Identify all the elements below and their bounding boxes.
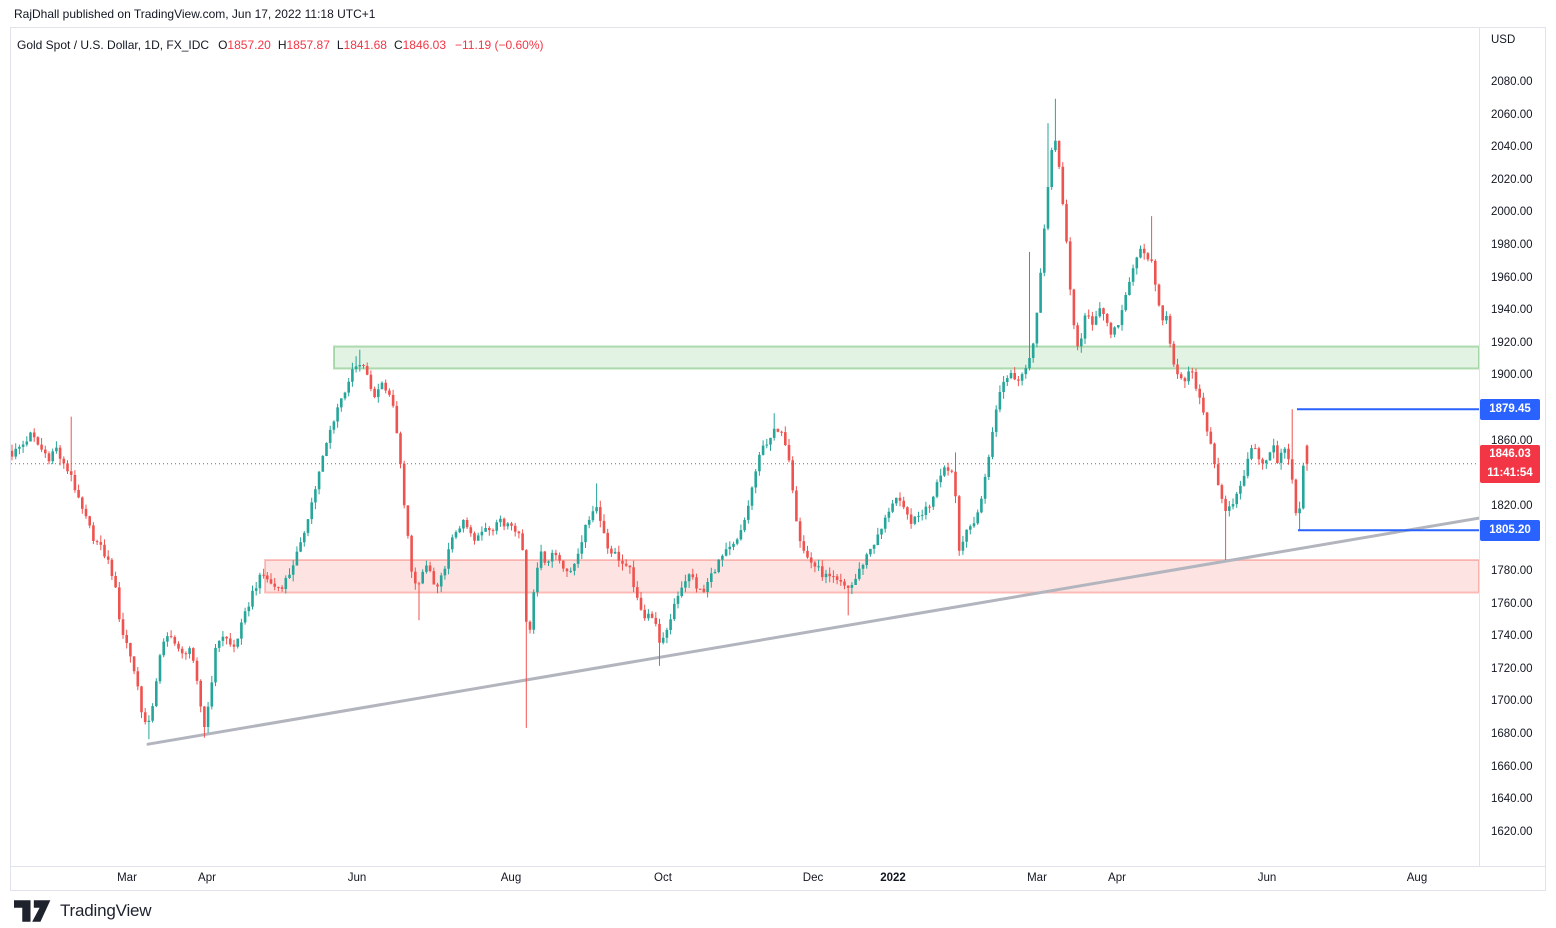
- trendline[interactable]: [146, 516, 1479, 746]
- price-tick-label: 1680.00: [1491, 727, 1533, 740]
- level-price-label: 1805.20: [1480, 519, 1540, 541]
- time-tick-label: Dec: [802, 872, 824, 884]
- price-tick-label: 1920.00: [1491, 336, 1533, 349]
- demand-zone[interactable]: [264, 559, 1479, 594]
- price-tick-label: 1700.00: [1491, 695, 1533, 708]
- time-tick-label: Aug: [1406, 872, 1428, 884]
- price-tick-label: 1960.00: [1491, 271, 1533, 284]
- time-tick-label: Mar: [1027, 872, 1047, 884]
- footer-brand: TradingView: [14, 899, 152, 923]
- price-axis[interactable]: USD 2080.00 2060.00 2040.00 2020.00 2000.00 1…: [1479, 28, 1546, 866]
- price-tick-label: 1940.00: [1491, 304, 1533, 317]
- price-tick-label: 2020.00: [1491, 173, 1533, 186]
- symbol-title[interactable]: Gold Spot / U.S. Dollar, 1D, FX_IDC: [17, 38, 210, 52]
- price-tick-label: 2060.00: [1491, 108, 1533, 121]
- candle-wicks-down[interactable]: [11, 140, 1308, 738]
- price-tick-label: 2080.00: [1491, 75, 1533, 88]
- chart-frame: Gold Spot / U.S. Dollar, 1D, FX_IDC O185…: [10, 27, 1546, 891]
- time-tick-label: Jun: [347, 872, 367, 884]
- time-tick-label: Aug: [500, 872, 522, 884]
- price-tick-label: 1640.00: [1491, 793, 1533, 806]
- change-value: −11.19 (−0.60%): [455, 38, 544, 52]
- price-tick-label: 1980.00: [1491, 238, 1533, 251]
- price-axis-unit: USD: [1491, 34, 1516, 46]
- time-tick-label: 2022: [880, 872, 906, 884]
- ohlc-C: C1846.03: [393, 38, 447, 52]
- price-tick-label: 1780.00: [1491, 564, 1533, 577]
- ohlc-H: H1857.87: [277, 38, 330, 52]
- candlestick-chart[interactable]: [11, 28, 1479, 866]
- last-price-value: 1846.03: [1489, 447, 1531, 460]
- time-tick-label: Jun: [1257, 872, 1277, 884]
- chart-plot-area[interactable]: Gold Spot / U.S. Dollar, 1D, FX_IDC O185…: [11, 28, 1479, 866]
- candle-bodies-down[interactable]: [11, 140, 1309, 727]
- price-tick-label: 1620.00: [1491, 825, 1533, 838]
- level-price-label: 1879.45: [1480, 398, 1540, 420]
- price-tick-label: 1900.00: [1491, 369, 1533, 382]
- price-tick-label: 1740.00: [1491, 630, 1533, 643]
- ohlc-L: L1841.68: [336, 38, 387, 52]
- price-tick-label: 1860.00: [1491, 434, 1533, 447]
- tradingview-logo-icon: [14, 900, 51, 922]
- price-tick-label: 1760.00: [1491, 597, 1533, 610]
- supply-zone[interactable]: [333, 345, 1479, 370]
- time-tick-label: Apr: [198, 872, 216, 884]
- time-tick-label: Apr: [1108, 872, 1126, 884]
- price-tick-label: 1820.00: [1491, 499, 1533, 512]
- bar-countdown: 11:41:54: [1487, 466, 1533, 479]
- time-axis[interactable]: Mar Apr Jun Aug Oct Dec 2022 Mar Apr Jun Aug: [11, 866, 1545, 892]
- price-tick-label: 2000.00: [1491, 206, 1533, 219]
- price-tick-label: 1720.00: [1491, 662, 1533, 675]
- time-tick-label: Mar: [117, 872, 137, 884]
- chart-legend: Gold Spot / U.S. Dollar, 1D, FX_IDC O185…: [17, 38, 544, 52]
- last-price-label: 1846.03 11:41:54: [1480, 444, 1540, 483]
- ohlc-O: O1857.20: [218, 38, 271, 52]
- time-tick-label: Oct: [654, 872, 672, 884]
- brand-name: TradingView: [60, 901, 152, 920]
- publish-attribution: RajDhall published on TradingView.com, J…: [14, 7, 376, 21]
- ohlc-values: O1857.20 H1857.87 L1841.68 C1846.03: [218, 38, 446, 52]
- price-tick-label: 2040.00: [1491, 141, 1533, 154]
- price-tick-label: 1660.00: [1491, 760, 1533, 773]
